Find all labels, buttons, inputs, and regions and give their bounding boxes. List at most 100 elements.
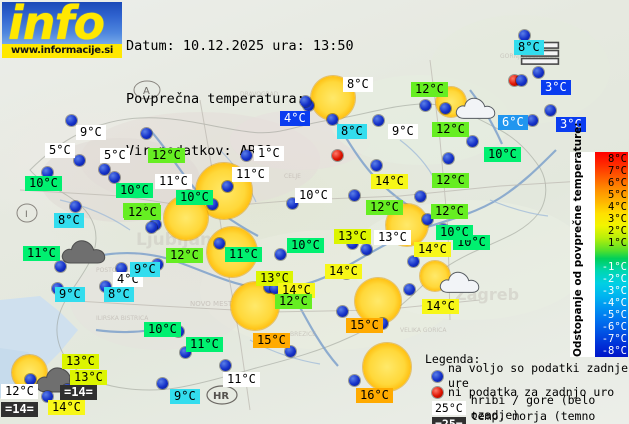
temperature-label: 10°C [484,147,521,162]
station-dot[interactable] [109,172,120,183]
sun-icon [355,278,401,324]
temperature-label: 12°C [432,173,469,188]
scale-tick: 3°C [608,212,627,225]
scale-tick: -6°C [601,321,627,334]
station-dot[interactable] [404,284,415,295]
temperature-label: 12°C [366,200,403,215]
station-dot[interactable] [527,115,538,126]
station-dot[interactable] [516,75,527,86]
station-dot[interactable] [180,347,191,358]
station-dot[interactable] [220,360,231,371]
temperature-label: 14°C [422,299,459,314]
station-dot[interactable] [270,283,281,294]
legend-row-available: na voljo so podatki zadnje ure [425,361,629,390]
temperature-label: 13°C [256,271,293,286]
station-dot[interactable] [420,100,431,111]
station-dot[interactable] [55,261,66,272]
temperature-label: 11°C [225,247,262,262]
station-dot[interactable] [415,191,426,202]
station-dot[interactable] [285,346,296,357]
temperature-label: 13°C [62,354,99,369]
station-dot[interactable] [533,67,544,78]
dark-chip-sample: =25= [432,417,466,424]
station-dot[interactable] [141,128,152,139]
station-dot[interactable] [42,167,53,178]
temperature-label: 15°C [346,318,383,333]
temperature-label: 3°C [541,80,571,95]
station-dot[interactable] [146,222,157,233]
temperature-label: 6°C [498,115,528,130]
temperature-label: 8°C [54,213,84,228]
station-dot[interactable] [349,375,360,386]
sun-icon [355,278,401,324]
temperature-deviation-scale: Odstopanje od povprečne temperature: 8°C… [570,122,628,358]
temperature-label: 10°C [295,188,332,203]
cloud-icon [438,268,482,295]
station-dot[interactable] [373,115,384,126]
station-dot[interactable] [100,281,111,292]
temperature-label: 12°C [432,122,469,137]
temperature-label: 13°C [70,370,107,385]
station-dot[interactable] [349,190,360,201]
station-dot[interactable] [74,155,85,166]
station-dot[interactable] [408,256,419,267]
station-dot[interactable] [545,105,556,116]
svg-text:A: A [143,86,150,97]
scale-tick: -1°C [601,261,627,274]
station-dot[interactable] [70,201,81,212]
blue-dot-icon [432,370,443,382]
red-dot-icon [432,386,443,398]
temperature-label: 11°C [223,372,260,387]
temperature-label: 16°C [356,388,393,403]
station-dot[interactable] [157,378,168,389]
legend-title: Legenda: [425,352,481,366]
station-dot[interactable] [264,282,275,293]
station-dot[interactable] [99,164,110,175]
temperature-label: 14°C [325,264,362,279]
scale-tick: 5°C [608,188,627,201]
station-dot[interactable] [300,96,311,107]
svg-text:BREZICE: BREZICE [290,331,316,338]
legend-missing-text: ni podatka za zadnjo uro [448,384,615,399]
station-dot[interactable] [467,136,478,147]
station-dot[interactable] [241,150,252,161]
scale-tick: -7°C [601,333,627,346]
station-dot[interactable] [222,181,233,192]
station-dot[interactable] [422,214,433,225]
station-dot[interactable] [42,391,53,402]
svg-text:ILIRSKA BISTRICA: ILIRSKA BISTRICA [96,315,149,322]
svg-text:VELIKA GORICA: VELIKA GORICA [400,327,447,334]
station-dot[interactable] [287,198,298,209]
station-dot[interactable] [361,244,372,255]
header-date: Datum: 10.12.2025 ura: 13:50 [126,38,354,54]
temperature-label: 13°C [334,229,371,244]
scale-tick: 7°C [608,164,627,177]
scale-tick: -8°C [601,345,627,358]
station-dot[interactable] [275,249,286,260]
station-dot[interactable] [337,306,348,317]
station-dot[interactable] [214,238,225,249]
scale-tick: -3°C [601,285,627,298]
station-dot[interactable] [371,160,382,171]
svg-text:I: I [25,210,28,220]
scale-gradient-bar [595,152,628,357]
station-dot[interactable] [25,374,36,385]
station-dot[interactable] [327,114,338,125]
temperature-label: 14°C [414,242,451,257]
temperature-label: 3°C [556,117,586,132]
temperature-label: 8°C [343,77,373,92]
scale-tick: 4°C [608,200,627,213]
station-dot[interactable] [66,115,77,126]
temperature-label: 9°C [76,125,106,140]
temperature-label: 10°C [25,176,62,191]
station-dot[interactable] [116,263,127,274]
station-dot[interactable] [440,103,451,114]
scale-tick: -4°C [601,297,627,310]
station-dot-no-data[interactable] [332,150,343,161]
site-logo[interactable]: info www.informacije.si [2,2,122,58]
station-dot-no-data[interactable] [509,75,520,86]
temperature-label: 1°C [254,146,284,161]
station-dot[interactable] [443,153,454,164]
scale-tick: 1°C [608,236,627,249]
station-dot[interactable] [519,30,530,41]
